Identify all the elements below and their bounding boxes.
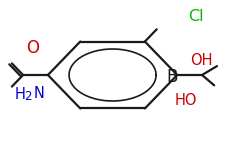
Text: HO: HO	[175, 93, 197, 108]
Text: Cl: Cl	[188, 9, 204, 24]
Text: O: O	[26, 39, 39, 57]
Text: H: H	[15, 87, 26, 102]
Text: 2: 2	[24, 90, 31, 103]
Text: OH: OH	[190, 53, 212, 68]
Text: B: B	[166, 68, 178, 86]
Text: N: N	[34, 86, 45, 101]
